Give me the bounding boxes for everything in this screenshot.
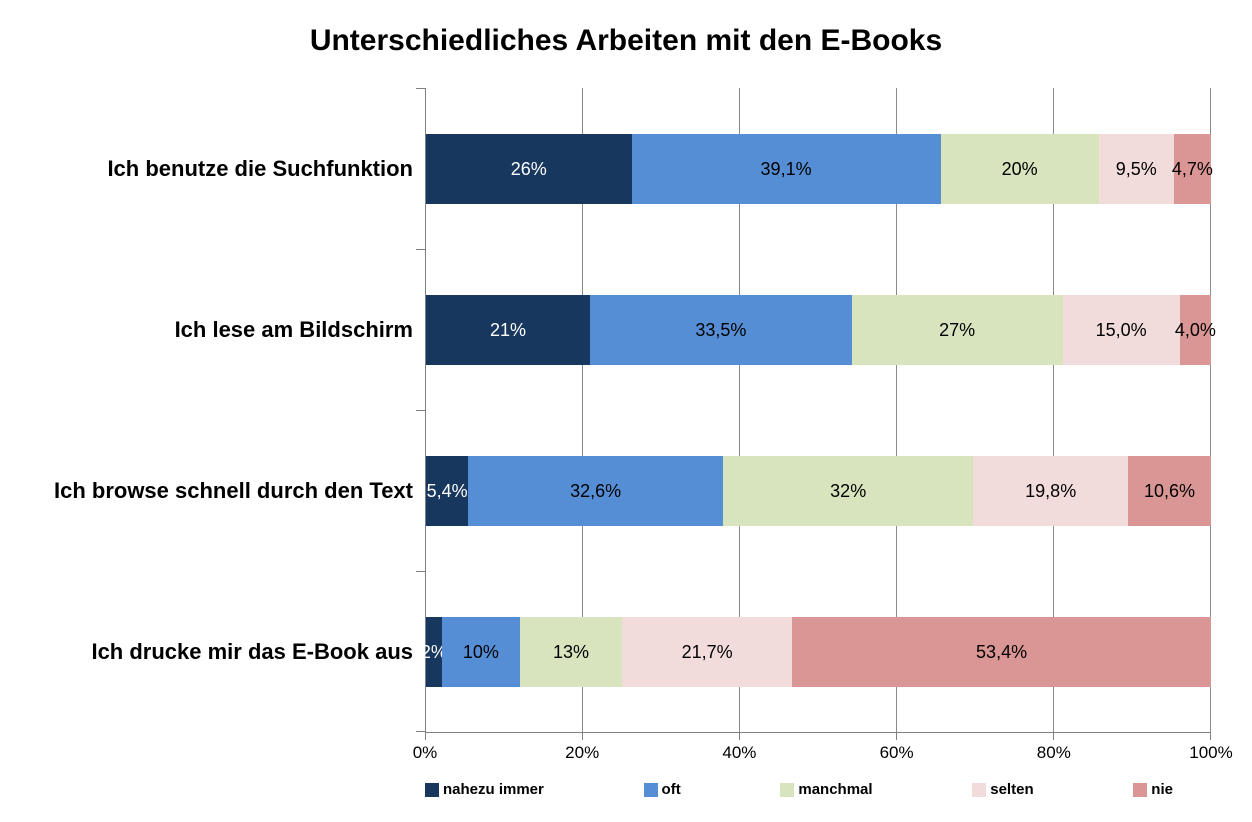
category-label: Ich browse schnell durch den Text [53,478,413,504]
legend-swatch [1133,782,1148,797]
bar-segment-nie: 4,7% [1171,133,1213,204]
category-label: Ich drucke mir das E-Book aus [91,639,413,665]
data-label: 39,1% [760,158,812,179]
legend-item-nie: nie [1133,781,1173,798]
x-axis-tick-label: 60% [879,743,914,762]
legend-swatch [643,782,658,797]
bar-segment-selten: 19,8% [973,455,1129,526]
gridline-60% [896,88,897,732]
data-label: 2% [420,641,447,662]
bar-segment-manchmal: 27% [851,294,1063,365]
x-axis-tick-label: 20% [565,743,600,762]
bar-segment-nie: 4,0% [1175,294,1216,365]
x-axis-tick [896,732,897,740]
x-axis-tick [1053,732,1054,740]
data-label: 4,7% [1171,158,1213,179]
legend-item-oft: oft [643,781,681,798]
bar-segment-oft: 39,1% [631,133,941,204]
x-axis-tick-label: 40% [722,743,757,762]
bar-segment-nahezu-immer: 21% [426,294,591,365]
x-axis-tick-label: 80% [1036,743,1071,762]
bar-row: 26% 39,1% 20% 9,5% 4,7% [426,88,1213,249]
stacked-bar: 21% 33,5% 27% 15,0% 4,0% [426,294,1216,365]
bar-row: 2% 10% 13% 21,7% 53,4% [421,571,1211,732]
legend-label: oft [661,781,681,798]
y-axis-tick [416,731,426,732]
legend-label: manchmal [798,781,873,798]
stacked-bar: 2% 10% 13% 21,7% 53,4% [421,616,1211,687]
gridline-40% [739,88,740,732]
data-label: 10,6% [1143,480,1196,501]
bar-segment-manchmal: 20% [940,133,1099,204]
data-label: 5,4% [426,480,468,501]
stacked-bar: 5,4% 32,6% 32% 19,8% 10,6% [426,455,1211,526]
category-axis-labels: Ich benutze die Suchfunktion Ich lese am … [0,88,413,733]
data-label: 27% [939,319,976,340]
data-label: 26% [510,158,547,179]
data-label: 21% [489,319,527,340]
x-axis-tick-label: 100% [1189,743,1233,762]
data-label: 33,5% [695,319,747,340]
legend-swatch [425,782,439,797]
data-label: 15,0% [1095,319,1147,340]
bar-segment-manchmal: 32% [723,455,974,526]
legend-label: selten [990,781,1034,798]
y-axis-tick [416,571,426,572]
data-label: 21,7% [681,641,733,662]
x-axis-tick [582,732,583,740]
x-axis-tick [1210,732,1211,740]
y-axis-tick [416,410,426,411]
chart-title: Unterschiedliches Arbeiten mit den E-Boo… [309,24,943,57]
stacked-bar: 26% 39,1% 20% 9,5% 4,7% [426,133,1213,204]
legend-item-manchmal: manchmal [780,781,873,798]
category-label: Ich benutze die Suchfunktion [107,155,413,181]
bar-segment-nahezu-immer: 5,4% [426,455,469,526]
bar-segment-nie: 53,4% [792,616,1211,687]
data-label: 4,0% [1174,319,1216,340]
bar-segment-nahezu-immer: 26% [426,133,632,204]
y-axis-tick [416,249,426,250]
legend-label: nahezu immer [443,781,544,798]
bar-segment-oft: 33,5% [590,294,852,365]
bar-row: 5,4% 32,6% 32% 19,8% 10,6% [426,410,1211,571]
data-label: 10% [462,641,499,662]
gridline-20% [582,88,583,732]
data-label: 9,5% [1115,158,1157,179]
data-label: 19,8% [1025,480,1077,501]
x-axis-labels: 0% 20% 40% 60% 80% 100% [413,743,1233,767]
legend: nahezu immer oft manchmal selten nie [425,781,1173,798]
plot-area: 26% 39,1% 20% 9,5% 4,7% 21% 33,5% 27% 15,0% 4,0% 5… [416,88,1216,740]
bar-row: 21% 33,5% 27% 15,0% 4,0% [426,249,1216,410]
bar-segment-nahezu-immer: 2% [421,616,447,687]
bar-segment-selten: 15,0% [1062,294,1180,365]
bar-segment-oft: 10% [441,616,521,687]
y-axis-tick [416,88,426,89]
legend-label: nie [1151,781,1173,798]
legend-swatch [972,782,987,797]
data-label: 20% [1001,158,1038,179]
category-label: Ich lese am Bildschirm [174,316,413,342]
x-axis-tick [425,732,426,740]
bar-segment-selten: 21,7% [622,616,793,687]
data-label: 32,6% [570,480,622,501]
data-label: 53,4% [976,641,1028,662]
bar-segment-manchmal: 13% [520,616,623,687]
bar-segment-selten: 9,5% [1098,133,1174,204]
legend-item-nahezu-immer: nahezu immer [425,781,544,798]
data-label: 32% [830,480,867,501]
gridline-80% [1053,88,1054,732]
data-label: 13% [553,641,590,662]
x-axis-tick [739,732,740,740]
bar-segment-oft: 32,6% [468,455,724,526]
bar-segment-nie: 10,6% [1128,455,1211,526]
legend-item-selten: selten [972,781,1034,798]
gridline-100% [1210,88,1211,732]
legend-swatch [780,782,795,797]
x-axis-tick-label: 0% [412,743,438,762]
